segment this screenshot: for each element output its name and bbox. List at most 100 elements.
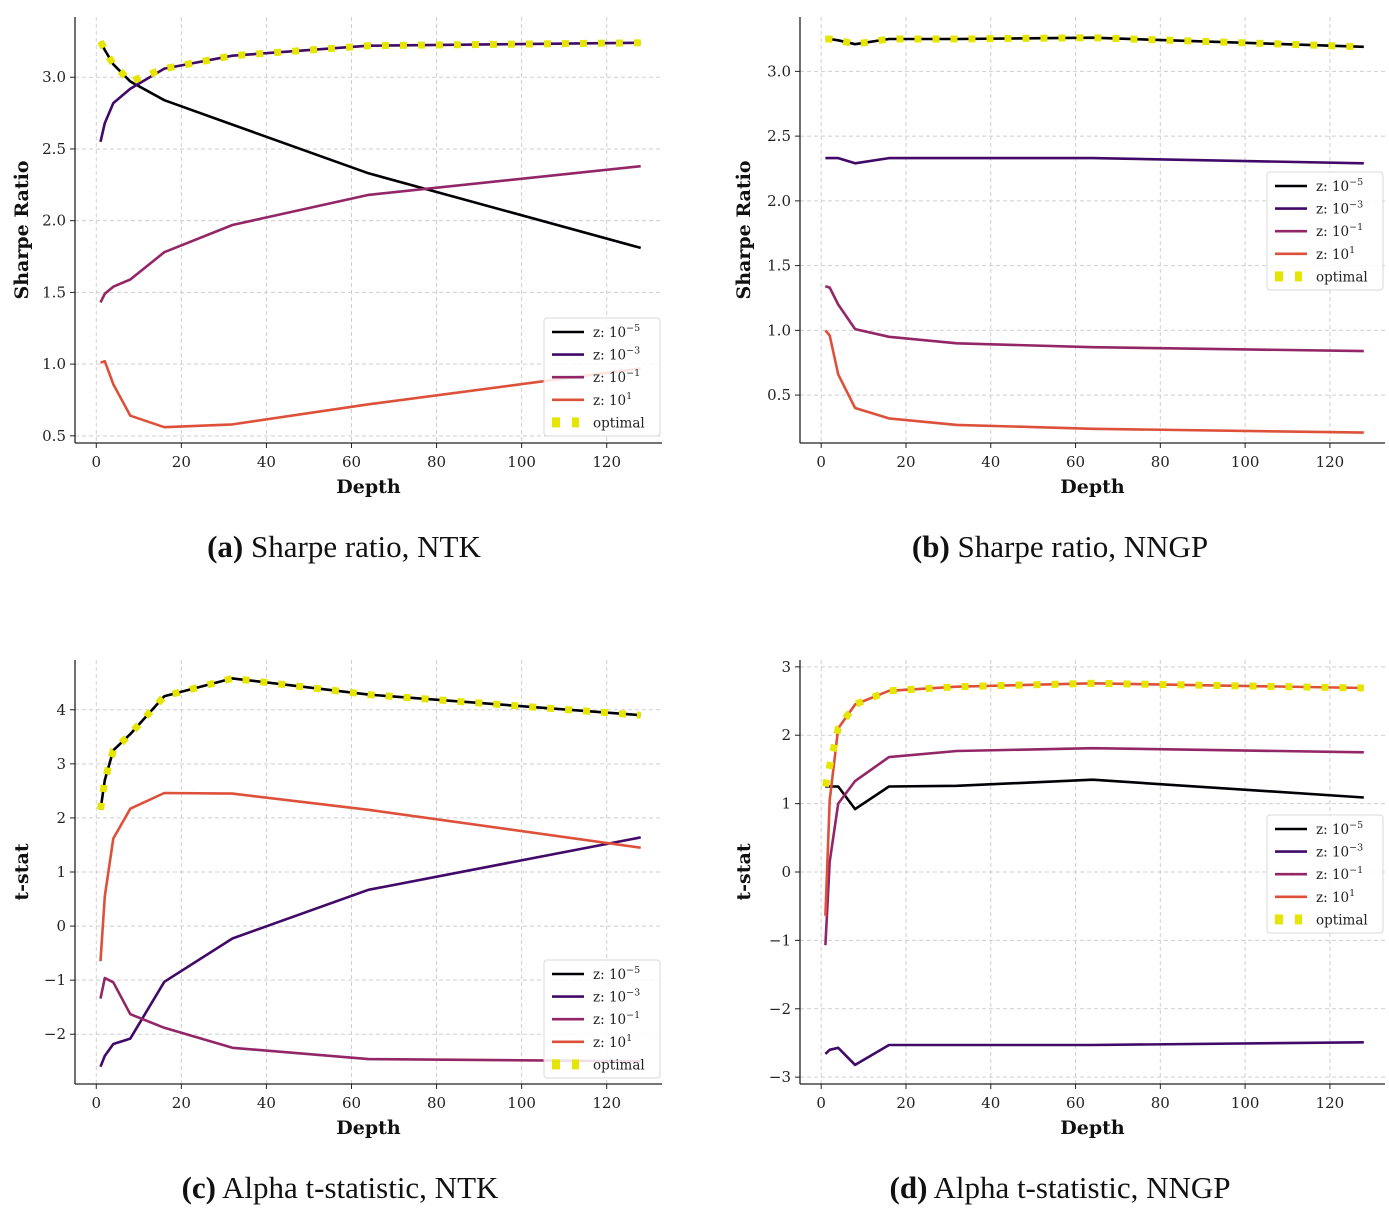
x-tick-label: 100 [507, 453, 536, 471]
y-tick-label: −3 [769, 1068, 791, 1086]
legend-label: optimal [1316, 269, 1368, 285]
x-tick-label: 40 [981, 453, 1000, 471]
x-tick-label: 80 [427, 453, 446, 471]
legend-label: z: 10−3 [593, 988, 640, 1006]
legend-label: z: 101 [1316, 245, 1355, 263]
legend-label: z: 10−1 [593, 368, 640, 386]
legend-label: z: 10−3 [593, 346, 640, 364]
y-tick-label: 0 [56, 917, 66, 935]
legend-label-exponent: 1 [626, 391, 632, 402]
legend-label-exponent: −3 [626, 988, 640, 999]
y-tick-label: 3 [781, 658, 791, 676]
caption-tag: (c) [182, 1170, 216, 1205]
x-tick-label: 80 [427, 1094, 446, 1112]
legend-label: z: 10−5 [1316, 820, 1363, 838]
y-tick-label: 3 [56, 755, 66, 773]
legend-label: z: 10−5 [1316, 177, 1363, 195]
y-axis-label: t-stat [11, 843, 33, 900]
y-tick-label: 4 [56, 701, 66, 719]
x-tick-label: 120 [1316, 453, 1345, 471]
y-tick-label: 3.0 [767, 62, 791, 80]
y-tick-label: 2.5 [767, 127, 791, 145]
legend-label-exponent: −5 [1349, 177, 1363, 188]
legend-label-base: z: 10 [1316, 867, 1349, 883]
x-tick-label: 80 [1151, 453, 1170, 471]
series-line-3 [824, 746, 1364, 946]
x-tick-label: 0 [816, 1094, 826, 1112]
x-tick-label: 40 [257, 1094, 276, 1112]
legend-label: z: 10−3 [1316, 200, 1363, 218]
x-tick-label: 60 [342, 1094, 361, 1112]
legend-label-base: z: 10 [1316, 247, 1349, 263]
subfigure-caption: (a) Sharpe ratio, NTK [207, 529, 481, 564]
caption-text: Alpha t-statistic, NTK [222, 1170, 499, 1205]
legend-label: z: 10−5 [593, 965, 640, 983]
x-tick-label: 0 [91, 453, 101, 471]
legend-label-base: z: 10 [593, 1012, 626, 1028]
legend-label-base: z: 10 [1316, 179, 1349, 195]
subfigure-caption: (d) Alpha t-statistic, NNGP [890, 1170, 1231, 1205]
y-tick-label: 0 [781, 863, 791, 881]
legend-label: optimal [593, 1057, 645, 1073]
series-line-4 [824, 329, 1364, 434]
legend-label-exponent: −3 [1349, 200, 1363, 211]
legend-label-exponent: −5 [1349, 820, 1363, 831]
legend-label-base: z: 10 [593, 967, 626, 983]
series-line-3 [825, 285, 1364, 353]
legend-label-base: z: 10 [1316, 822, 1349, 838]
subfigure-caption: (b) Sharpe ratio, NNGP [912, 529, 1208, 564]
y-tick-label: 1.0 [767, 321, 791, 339]
legend-label-exponent: −1 [626, 1010, 640, 1021]
legend-label-base: z: 10 [1316, 202, 1349, 218]
legend-label: z: 10−5 [593, 323, 640, 341]
legend-label: z: 101 [1316, 888, 1355, 906]
legend-label-base: optimal [593, 415, 645, 431]
y-tick-label: −1 [44, 971, 66, 989]
y-tick-label: 1.5 [767, 257, 791, 275]
series-line-2 [99, 836, 641, 1068]
x-tick-label: 20 [896, 1094, 915, 1112]
legend-label-exponent: −1 [626, 368, 640, 379]
x-tick-label: 120 [592, 1094, 621, 1112]
y-tick-label: −2 [44, 1025, 66, 1043]
series-line-optimal [97, 674, 641, 811]
legend-label-exponent: −1 [1349, 865, 1363, 876]
legend-frame [543, 317, 661, 437]
chart-panel-d: 0 20 40 60 80 100 120 −3 −2 −1 0 1 2 3 Depth t-stat z: 1… [733, 658, 1385, 1205]
legend-frame [1266, 171, 1384, 291]
legend-swatch-marker [1295, 271, 1302, 282]
legend-label: z: 10−3 [1316, 843, 1363, 861]
x-axis-label: Depth [336, 476, 401, 498]
x-tick-label: 60 [1066, 1094, 1085, 1112]
legend-label: z: 101 [593, 1033, 632, 1051]
y-tick-label: 0.5 [767, 386, 791, 404]
y-tick-label: 1 [56, 863, 66, 881]
legend-swatch-marker [572, 1059, 579, 1070]
x-axis-label: Depth [1060, 1117, 1125, 1139]
legend-label: z: 10−1 [1316, 222, 1363, 240]
chart-panel-b: 0 20 40 60 80 100 120 0.5 1.0 1.5 2.0 2.5 3.0 Depth Sh… [733, 17, 1385, 564]
legend-label-base: z: 10 [1316, 845, 1349, 861]
series-line-4 [99, 791, 641, 962]
series-line-2 [825, 156, 1364, 165]
x-axis-label: Depth [1060, 476, 1125, 498]
legend-swatch-marker [1295, 914, 1302, 925]
legend-label-exponent: −1 [1349, 222, 1363, 233]
y-axis-label: Sharpe Ratio [733, 160, 755, 299]
caption-text: Alpha t-statistic, NNGP [933, 1170, 1230, 1205]
legend-label-exponent: −3 [626, 346, 640, 357]
legend-label: z: 10−1 [1316, 865, 1363, 883]
legend-label: optimal [1316, 912, 1368, 928]
legend-label-exponent: −5 [626, 323, 640, 334]
x-tick-label: 120 [592, 453, 621, 471]
x-tick-label: 0 [91, 1094, 101, 1112]
x-tick-label: 100 [1231, 1094, 1260, 1112]
caption-tag: (b) [912, 529, 950, 564]
legend-frame [1266, 814, 1384, 934]
x-tick-label: 60 [1066, 453, 1085, 471]
series-line-3 [99, 976, 641, 1063]
